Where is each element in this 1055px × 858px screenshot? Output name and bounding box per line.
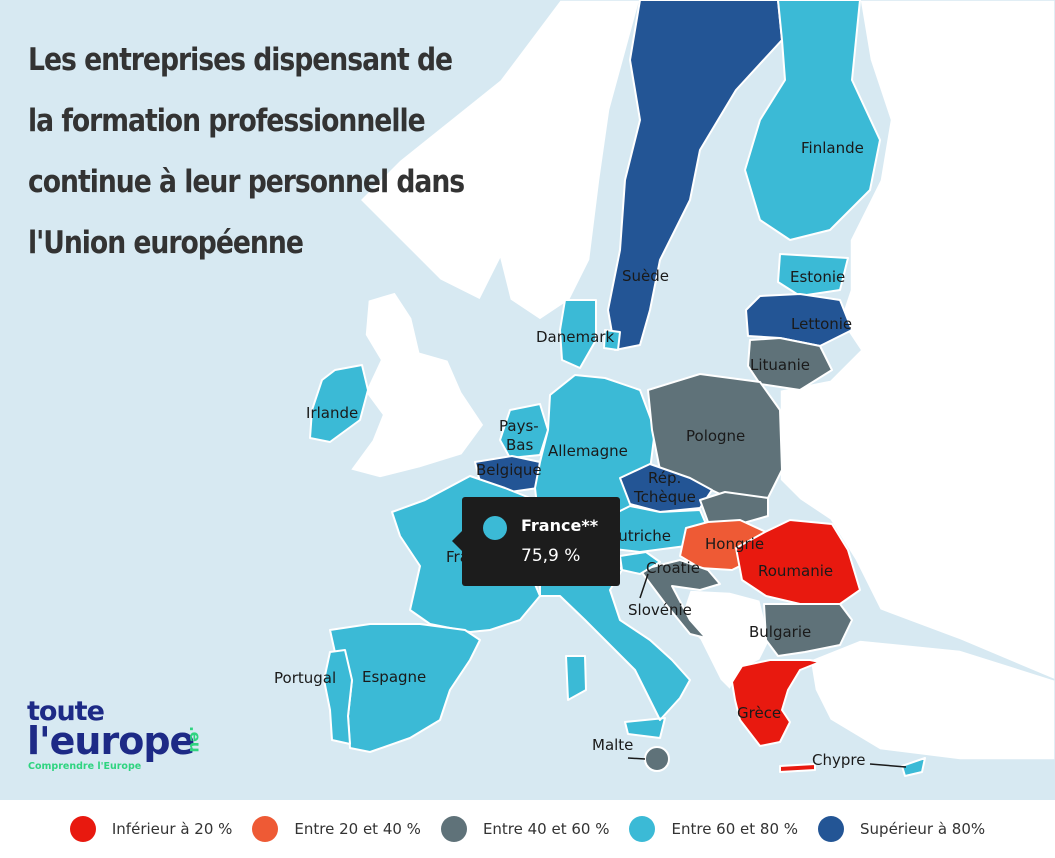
legend-dot-gt80 [818,816,845,842]
legend-dot-lt20 [69,816,96,842]
country-roumanie[interactable] [735,519,861,605]
legend: Inférieur à 20 % Entre 20 et 40 % Entre … [0,812,1055,846]
label-autriche: Autriche [608,527,671,545]
label-suede: Suède [622,267,669,285]
label-pologne: Pologne [686,427,745,445]
label-estonie: Estonie [790,268,845,286]
legend-label-lt20: Inférieur à 20 % [111,820,233,838]
label-bulgarie: Bulgarie [749,623,811,641]
country-danemark[interactable] [559,299,621,369]
tooltip-color-dot [483,516,507,540]
legend-label-40-60: Entre 40 et 60 % [482,820,610,838]
label-lituanie: Lituanie [750,356,810,374]
legend-dot-20-40 [252,816,279,842]
eu-countries [309,0,926,777]
russia-belarus-ukraine-shape [779,0,1055,681]
logo-ext: .eu [186,726,204,753]
legend-item-lt20[interactable]: Inférieur à 20 % [69,816,233,842]
label-hongrie: Hongrie [705,535,764,553]
country-lituanie[interactable] [747,337,833,391]
country-finlande[interactable] [744,0,881,241]
country-pays-bas[interactable] [499,403,549,459]
country-portugal[interactable] [323,649,353,745]
legend-dot-60-80 [629,816,656,842]
chypre-leader-line [869,763,907,768]
country-irlande[interactable] [309,364,369,443]
label-chypre: Chypre [812,751,865,769]
leader-lines [627,573,907,768]
label-portugal: Portugal [274,669,336,687]
label-allemagne: Allemagne [548,442,628,460]
country-malte[interactable] [644,746,670,772]
label-rep-tcheque-line1: Rép. [648,469,681,487]
legend-label-20-40: Entre 20 et 40 % [294,820,421,838]
label-espagne: Espagne [362,668,426,686]
tooltip-value: 75,9 % [521,546,581,566]
legend-label-gt80: Supérieur à 80% [860,820,986,838]
legend-label-60-80: Entre 60 et 80 % [671,820,799,838]
label-pays-bas-line1: Pays- [499,417,539,435]
legend-dot-40-60 [440,816,467,842]
label-danemark: Danemark [536,328,614,346]
label-croatie: Croatie [646,559,700,577]
map-title: Les entreprises dispensant de la formati… [28,42,465,261]
label-grece: Grèce [737,704,781,722]
legend-item-40-60[interactable]: Entre 40 et 60 % [440,816,610,842]
label-slovenie: Slovénie [628,601,692,619]
label-lettonie: Lettonie [791,315,852,333]
label-finlande: Finlande [801,139,864,157]
label-belgique: Belgique [476,461,542,479]
legend-item-60-80[interactable]: Entre 60 et 80 % [629,816,798,842]
malte-leader-line [627,757,646,760]
country-suede[interactable] [607,0,783,351]
europe-map: Suède Finlande Estonie Lettonie Lituanie… [0,0,1055,800]
label-rep-tcheque-line2: Tchèque [633,488,696,506]
label-malte: Malte [592,736,633,754]
slovenie-leader-line [639,573,649,599]
country-chypre[interactable] [901,757,926,777]
logo-line2: l'europe [27,719,195,763]
logo-tagline: Comprendre l'Europe [28,761,142,772]
tooltip-country-name: France** [521,516,599,535]
country-estonie[interactable] [777,253,849,297]
label-pays-bas-line2: Bas [506,436,533,454]
toute-leurope-logo[interactable]: toute l'europe .eu Comprendre l'Europe [27,698,227,778]
legend-item-20-40[interactable]: Entre 20 et 40 % [252,816,421,842]
logo-line1: toute [27,696,105,727]
norway-shape [358,0,641,321]
legend-item-gt80[interactable]: Supérieur à 80% [818,816,985,842]
country-slovenie[interactable] [619,551,661,575]
label-roumanie: Roumanie [758,562,833,580]
label-irlande: Irlande [306,404,358,422]
uk-shape [348,291,485,479]
france-tooltip: France** 75,9 % [452,497,620,586]
turkey-shape [809,639,1055,761]
country-croatie[interactable] [639,559,721,639]
country-grece[interactable] [731,659,821,773]
country-slovaquie[interactable] [699,491,769,525]
country-bulgarie[interactable] [763,603,853,657]
